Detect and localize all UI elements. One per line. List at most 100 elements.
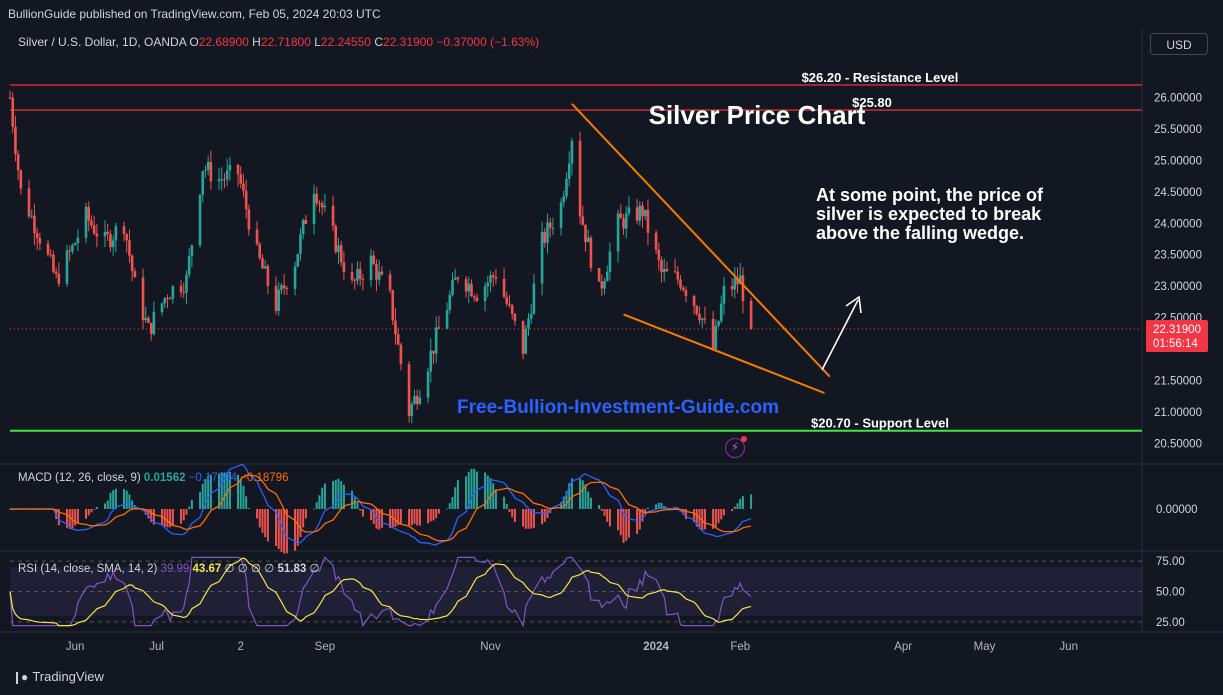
macd-histogram-bar [337,478,340,509]
macd-line [10,464,752,546]
candle-body [168,298,172,300]
candle-body [33,215,36,234]
macd-histogram-bar [277,509,280,549]
rsi-bb-value: 51.83 [277,563,307,575]
y-tick-label: 24.00000 [1154,218,1202,230]
candle-body [643,209,647,217]
macd-histogram-bar [302,509,305,528]
candle-body [106,231,110,235]
price-badge [1146,319,1208,352]
macd-histogram-bar [454,487,457,509]
candle-body [301,219,305,235]
macd-pane [9,464,753,554]
macd-histogram-bar [638,509,641,530]
candle-body [8,97,12,99]
candle-body [413,395,416,405]
candle-body [529,313,533,319]
macd-histogram-bar [435,509,438,519]
candle-body [225,170,229,180]
macd-histogram-bar [57,509,60,526]
macd-histogram-bar [606,509,609,522]
macd-histogram-bar [109,492,112,509]
macd-histogram-bar [258,509,261,528]
candle-body [261,258,264,269]
candle-body [475,297,479,301]
rsi-value: 39.99 [160,563,190,575]
high-label: H [252,35,261,49]
candle-body [502,278,506,298]
macd-histogram-bar [280,509,283,552]
candle-body [559,202,563,228]
x-tick-label: Nov [480,641,501,653]
y-tick-label: 25.00000 [1154,155,1202,167]
macd-histogram-bar [560,502,563,509]
macd-histogram-bar [204,478,207,509]
bolt-icon[interactable]: ⚡ [725,436,747,458]
macd-histogram-bar [579,478,582,509]
currency-button[interactable]: USD [1150,33,1208,55]
macd-histogram-bar [541,509,544,525]
macd-signal-line [10,474,752,542]
annotation-line: above the falling wedge. [816,223,1024,243]
macd-histogram-bar [334,479,337,509]
macd-histogram-bar [351,490,354,509]
macd-histogram-bar [503,496,506,509]
macd-histogram-bar [372,509,375,524]
macd-histogram-bar [261,509,264,533]
rsi-na-1: ∅ [224,563,235,575]
macd-histogram-bar [394,509,397,527]
macd-histogram-bar [356,502,359,509]
macd-histogram-bar [641,509,644,522]
macd-histogram-bar [570,478,573,509]
x-tick-label: 2 [238,641,244,653]
macd-histogram-bar [451,496,454,509]
open-value: 22.68900 [198,35,249,49]
macd-histogram-bar [223,472,226,509]
tradingview-logo[interactable]: ❙● TradingView [12,669,104,684]
macd-histogram-bar [448,503,451,509]
candle-body [144,317,148,321]
macd-histogram-bar [625,509,628,541]
level-label: $26.20 - Resistance Level [802,70,959,85]
candle-body [603,281,606,289]
candle-body [543,231,547,243]
x-tick-label: Jun [66,641,85,653]
macd-histogram-bar [247,507,250,509]
macd-histogram-bar [218,473,221,509]
candle-body [318,203,321,205]
candle-body [163,298,167,304]
macd-histogram-bar [712,509,715,529]
macd-histogram-bar [323,483,326,509]
candle-body [337,245,340,253]
candle-body [103,231,107,237]
macd-histogram-bar [446,508,449,510]
candle-body [505,297,509,304]
macd-histogram-bar [264,509,267,538]
candle-body [266,266,270,286]
candle-body [353,279,357,281]
candle-body [657,249,661,261]
candle-body [160,303,164,313]
chart-area[interactable]: $26.20 - Resistance Level $25.80 $20.70 - … [0,28,1223,668]
rsi-label: RSI (14, close, SMA, 14, 2) [18,563,158,575]
candle-body [434,327,438,354]
macd-histogram-bar [619,509,622,536]
symbol-legend: Silver / U.S. Dollar, 1D, OANDA O22.6890… [18,35,539,49]
candle-body [551,227,555,229]
candle-body [396,334,400,345]
candle-body [586,237,590,243]
macd-histogram-bar [565,491,568,509]
macd-histogram-bar [315,502,318,509]
macd-histogram-bar [242,485,245,509]
macd-histogram-bar [397,509,400,526]
candle-body [57,273,61,284]
macd-histogram-bar [562,496,565,509]
candle-body [399,344,403,365]
macd-histogram-bar [492,483,495,509]
candle-body [605,271,609,282]
candle-body [242,183,245,191]
high-value: 22.71800 [260,35,311,49]
macd-histogram-bar [332,480,335,509]
candle-body [280,285,283,290]
macd-histogram-bar [147,509,150,519]
